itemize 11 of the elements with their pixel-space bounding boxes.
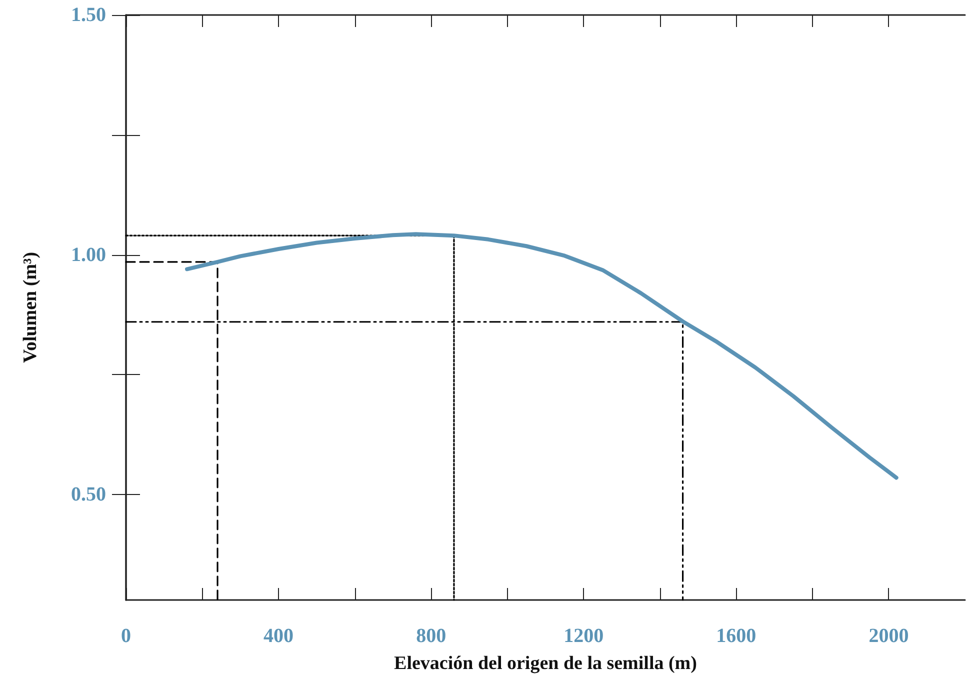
y-axis-title: Volumen (m³)	[20, 252, 41, 364]
x-tick-label: 800	[416, 625, 446, 647]
y-tick-label: 1.00	[71, 244, 106, 266]
x-tick-label: 2000	[868, 625, 909, 647]
x-axis-title: Elevación del origen de la semilla (m)	[394, 653, 697, 674]
y-tick-label: 0.50	[71, 484, 106, 506]
x-tick-label: 1600	[716, 625, 756, 647]
y-tick-label: 1.50	[71, 4, 106, 26]
x-tick-label: 0	[121, 625, 131, 647]
x-tick-label: 400	[264, 625, 294, 647]
x-tick-label: 1200	[564, 625, 604, 647]
